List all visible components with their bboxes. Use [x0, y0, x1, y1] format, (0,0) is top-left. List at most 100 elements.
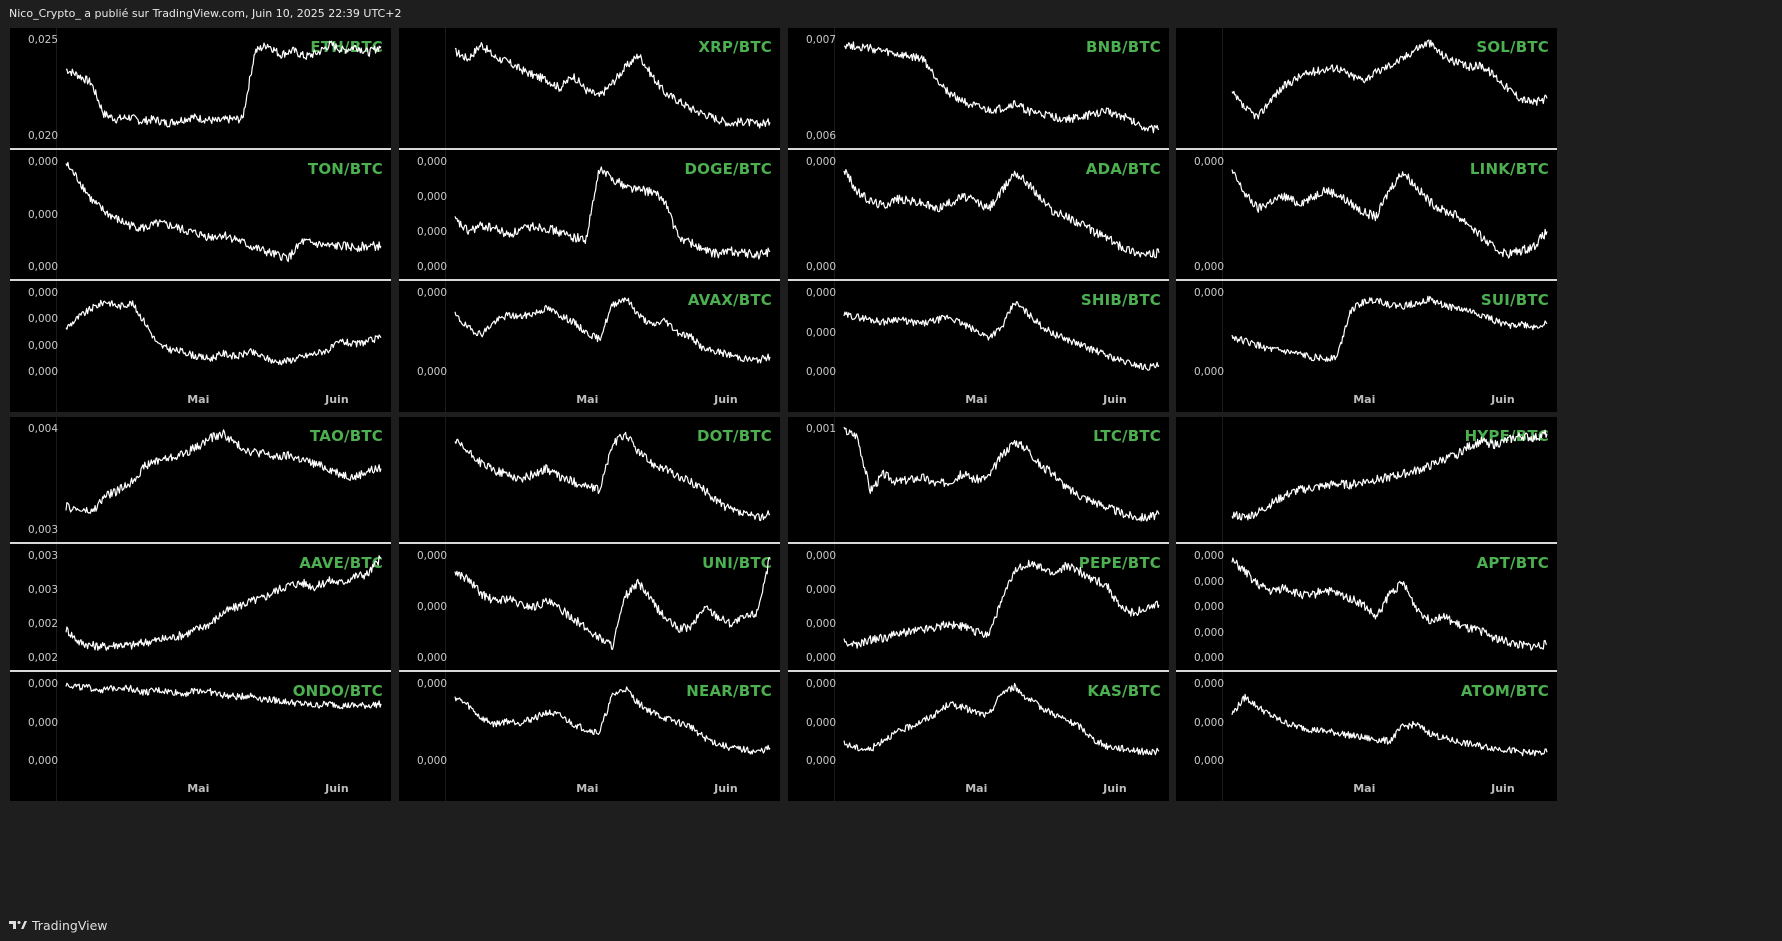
row-separator	[10, 670, 391, 672]
y-axis-divider	[1222, 28, 1223, 412]
chart-row[interactable]: ETH/BTC 0,025 0,020	[10, 28, 391, 150]
y-tick-label: 0,000	[27, 313, 58, 326]
symbol-label: SOL/BTC	[1476, 38, 1549, 56]
y-tick-label: 0,000	[1193, 652, 1224, 664]
price-line	[843, 682, 1160, 756]
price-series	[843, 41, 1160, 134]
symbol-label: PEPE/BTC	[1078, 554, 1161, 572]
x-tick-label: Mai	[576, 782, 599, 795]
y-tick-label: 0,000	[805, 678, 836, 690]
x-tick-label: Mai	[576, 393, 599, 406]
y-tick-label: 0,000	[1193, 716, 1224, 729]
price-line	[843, 301, 1160, 371]
chart-row[interactable]: 0,000 0,000 0,000 0,000	[10, 281, 391, 412]
y-tick-label: 0,000	[416, 550, 447, 562]
chart-row[interactable]: TON/BTC 0,000 0,000 0,000	[10, 150, 391, 281]
price-series	[454, 556, 771, 650]
price-series	[1231, 295, 1548, 363]
chart-panel[interactable]: LTC/BTC 0,001 PEPE/BTC 0,000 0,000 0,000 0,000…	[788, 417, 1169, 801]
chart-row[interactable]: DOGE/BTC 0,000 0,000 0,000 0,000	[399, 150, 780, 281]
y-tick-label: 0,000	[27, 678, 58, 690]
symbol-label: LINK/BTC	[1469, 160, 1549, 178]
price-line	[454, 42, 771, 129]
chart-row[interactable]: HYPE/BTC	[1176, 417, 1557, 544]
y-tick-label: 0,002	[27, 618, 58, 630]
chart-row[interactable]: AVAX/BTC 0,000 0,000	[399, 281, 780, 412]
chart-panel[interactable]: BNB/BTC 0,007 0,006 ADA/BTC 0,000 0,000 SHIB/B…	[788, 28, 1169, 412]
chart-panel[interactable]: DOT/BTC UNI/BTC 0,000 0,000 0,000 NEAR/BTC 0,0…	[399, 417, 780, 801]
chart-row[interactable]: ONDO/BTC 0,000 0,000 0,000	[10, 672, 391, 801]
chart-row[interactable]: SOL/BTC	[1176, 28, 1557, 150]
y-tick-label: 0,000	[416, 678, 447, 690]
chart-row[interactable]: SHIB/BTC 0,000 0,000 0,000	[788, 281, 1169, 412]
y-tick-label: 0,000	[805, 261, 836, 273]
chart-row[interactable]: LINK/BTC 0,000 0,000	[1176, 150, 1557, 281]
price-line	[65, 682, 382, 710]
chart-panel[interactable]: TAO/BTC 0,004 0,003 AAVE/BTC 0,003 0,003 0,002…	[10, 417, 391, 801]
chart-row[interactable]: NEAR/BTC 0,000 0,000	[399, 672, 780, 801]
x-tick-label: Juin	[1103, 782, 1127, 795]
price-line	[843, 559, 1160, 649]
chart-panel[interactable]: XRP/BTC DOGE/BTC 0,000 0,000 0,000 0,000 AVAX/…	[399, 28, 780, 412]
chart-row[interactable]: LTC/BTC 0,001	[788, 417, 1169, 544]
chart-row[interactable]: ADA/BTC 0,000 0,000	[788, 150, 1169, 281]
y-tick-label: 0,000	[27, 716, 58, 729]
symbol-label: TON/BTC	[307, 160, 383, 178]
y-tick-label: 0,000	[416, 226, 447, 238]
price-series	[65, 161, 382, 263]
y-tick-label: 0,000	[805, 156, 836, 168]
row-separator	[1176, 542, 1557, 544]
chart-row[interactable]: TAO/BTC 0,004 0,003	[10, 417, 391, 544]
chart-panel[interactable]: ETH/BTC 0,025 0,020 TON/BTC 0,000 0,000 0,000 0…	[10, 28, 391, 412]
price-series	[1231, 557, 1548, 651]
price-line	[1231, 39, 1548, 120]
chart-row[interactable]: UNI/BTC 0,000 0,000 0,000	[399, 544, 780, 672]
price-series	[843, 559, 1160, 649]
tradingview-logo-icon	[9, 921, 27, 929]
row-separator	[10, 279, 391, 281]
chart-panel[interactable]: HYPE/BTC APT/BTC 0,000 0,000 0,000 0,000 0,000…	[1176, 417, 1557, 801]
row-separator	[1176, 148, 1557, 150]
chart-grid: ETH/BTC 0,025 0,020 TON/BTC 0,000 0,000 0,000 0…	[10, 28, 1772, 906]
y-tick-label: 0,000	[416, 652, 447, 664]
symbol-label: KAS/BTC	[1087, 682, 1161, 700]
chart-row[interactable]: BNB/BTC 0,007 0,006	[788, 28, 1169, 150]
chart-row[interactable]: PEPE/BTC 0,000 0,000 0,000 0,000	[788, 544, 1169, 672]
chart-row[interactable]: AAVE/BTC 0,003 0,003 0,002 0,002	[10, 544, 391, 672]
chart-row[interactable]: KAS/BTC 0,000 0,000 0,000	[788, 672, 1169, 801]
price-line	[454, 556, 771, 650]
price-series	[1231, 429, 1548, 521]
row-separator	[788, 542, 1169, 544]
chart-row[interactable]: APT/BTC 0,000 0,000 0,000 0,000 0,000	[1176, 544, 1557, 672]
y-axis-divider	[56, 28, 57, 412]
y-tick-label: 0,000	[416, 366, 447, 378]
y-axis-divider	[1222, 417, 1223, 801]
symbol-label: UNI/BTC	[702, 554, 772, 572]
price-line	[454, 166, 771, 260]
chart-panel[interactable]: SOL/BTC LINK/BTC 0,000 0,000 SUI/BTC 0,000 0,0…	[1176, 28, 1557, 412]
price-series	[65, 40, 382, 128]
y-tick-label: 0,004	[27, 423, 58, 435]
price-series	[454, 686, 771, 755]
row-separator	[788, 148, 1169, 150]
y-tick-label: 0,000	[805, 716, 836, 729]
price-line	[454, 686, 771, 755]
y-tick-label: 0,000	[1193, 755, 1224, 767]
price-series	[1231, 169, 1548, 259]
price-series	[843, 426, 1160, 522]
chart-row[interactable]: SUI/BTC 0,000 0,000	[1176, 281, 1557, 412]
symbol-label: APT/BTC	[1476, 554, 1549, 572]
tradingview-brand: TradingView	[32, 917, 108, 933]
symbol-label: LTC/BTC	[1093, 427, 1161, 445]
chart-row[interactable]: ATOM/BTC 0,000 0,000 0,000	[1176, 672, 1557, 801]
price-series	[65, 682, 382, 710]
x-tick-label: Mai	[1353, 782, 1376, 795]
y-tick-label: 0,003	[27, 550, 58, 562]
chart-row[interactable]: DOT/BTC	[399, 417, 780, 544]
y-tick-label: 0,000	[1193, 287, 1224, 299]
symbol-label: AAVE/BTC	[299, 554, 383, 572]
price-line	[843, 426, 1160, 522]
chart-row[interactable]: XRP/BTC	[399, 28, 780, 150]
price-series	[65, 429, 382, 514]
price-line	[1231, 693, 1548, 757]
